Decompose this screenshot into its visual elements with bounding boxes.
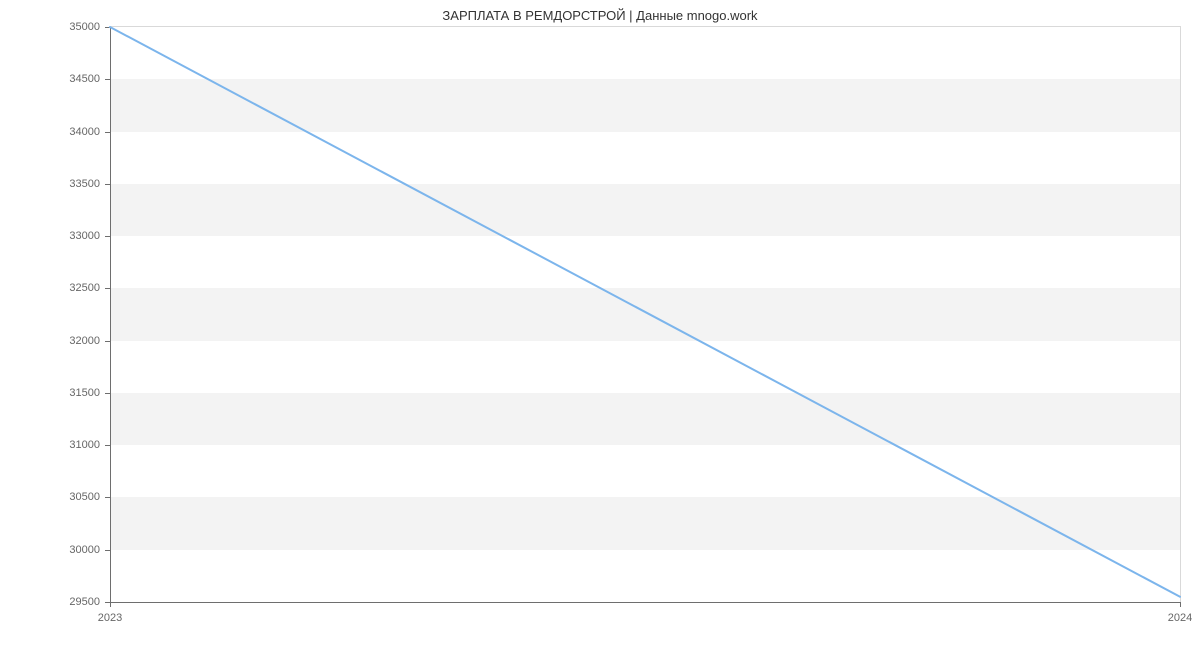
y-tick-label: 34500 xyxy=(69,73,110,85)
y-tick-label: 30000 xyxy=(69,544,110,556)
y-tick-label: 33000 xyxy=(69,230,110,242)
series-line-salary xyxy=(110,27,1180,597)
y-tick-label: 30500 xyxy=(69,491,110,503)
y-tick-label: 31500 xyxy=(69,387,110,399)
y-tick-label: 32500 xyxy=(69,282,110,294)
line-layer xyxy=(110,27,1180,602)
y-tick-label: 34000 xyxy=(69,126,110,138)
x-axis-line xyxy=(110,602,1180,603)
plot-area: 2950030000305003100031500320003250033000… xyxy=(110,26,1181,602)
y-tick-label: 33500 xyxy=(69,178,110,190)
x-tick-mark xyxy=(1180,602,1181,607)
salary-line-chart: ЗАРПЛАТА В РЕМДОРСТРОЙ | Данные mnogo.wo… xyxy=(0,0,1200,650)
chart-title: ЗАРПЛАТА В РЕМДОРСТРОЙ | Данные mnogo.wo… xyxy=(0,8,1200,23)
y-tick-label: 31000 xyxy=(69,439,110,451)
y-tick-label: 32000 xyxy=(69,335,110,347)
y-tick-label: 35000 xyxy=(69,21,110,33)
